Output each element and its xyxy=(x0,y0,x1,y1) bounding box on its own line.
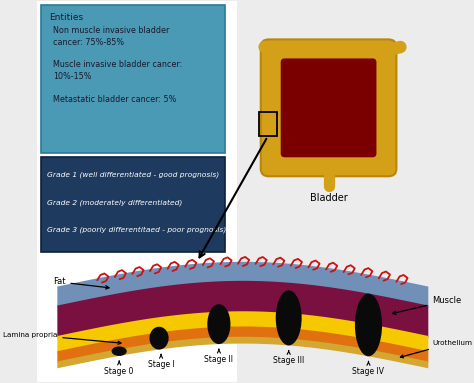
FancyBboxPatch shape xyxy=(41,157,225,252)
Ellipse shape xyxy=(207,304,230,344)
Text: Non muscle invasive bladder
cancer: 75%-85%: Non muscle invasive bladder cancer: 75%-… xyxy=(54,26,170,47)
Text: Fat: Fat xyxy=(53,277,109,289)
Text: Bladder: Bladder xyxy=(310,193,347,203)
Polygon shape xyxy=(57,311,428,353)
FancyBboxPatch shape xyxy=(261,39,396,176)
Text: Urothelium: Urothelium xyxy=(401,340,472,358)
Polygon shape xyxy=(57,281,428,338)
Text: Stage II: Stage II xyxy=(204,349,233,364)
FancyBboxPatch shape xyxy=(41,5,225,154)
Text: Grade 2 (moderately differentiated): Grade 2 (moderately differentiated) xyxy=(47,199,182,206)
Text: Lamina propria: Lamina propria xyxy=(3,332,121,344)
Text: Stage III: Stage III xyxy=(273,351,304,365)
Bar xyxy=(37,2,237,381)
Ellipse shape xyxy=(111,347,127,356)
Polygon shape xyxy=(57,326,428,363)
Text: Grade 3 (poorly differentitaed - poor prognosis): Grade 3 (poorly differentitaed - poor pr… xyxy=(47,226,227,233)
Ellipse shape xyxy=(276,290,301,345)
Text: Metastatic bladder cancer: 5%: Metastatic bladder cancer: 5% xyxy=(54,95,177,103)
Ellipse shape xyxy=(355,294,382,356)
Text: Muscle invasive bladder cancer:
10%-15%: Muscle invasive bladder cancer: 10%-15% xyxy=(54,61,182,81)
Polygon shape xyxy=(57,337,428,368)
Text: Muscle: Muscle xyxy=(392,296,462,314)
Text: Stage 0: Stage 0 xyxy=(104,361,134,376)
Polygon shape xyxy=(57,262,428,308)
Text: Stage I: Stage I xyxy=(148,355,174,369)
Text: Entities: Entities xyxy=(49,13,83,22)
Bar xyxy=(259,112,277,136)
FancyBboxPatch shape xyxy=(281,59,376,157)
Text: Stage IV: Stage IV xyxy=(353,362,384,376)
Ellipse shape xyxy=(149,327,169,350)
Text: Grade 1 (well differentiated - good prognosis): Grade 1 (well differentiated - good prog… xyxy=(47,172,219,178)
